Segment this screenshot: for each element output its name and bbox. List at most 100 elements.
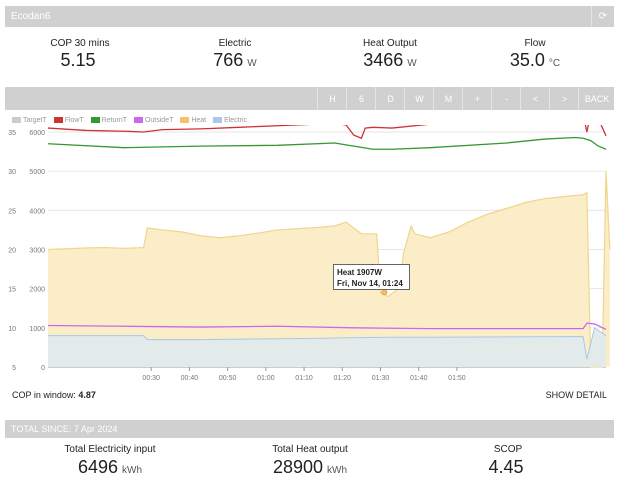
x-tick-label: 01:50: [448, 375, 466, 382]
y-right-tick-label: 10: [8, 326, 16, 333]
y-left-tick-label: 1000: [29, 326, 45, 333]
x-tick-label: 01:00: [257, 375, 275, 382]
series-outsidet-line: [47, 322, 607, 330]
stat-value: 5.15: [60, 50, 96, 70]
legend-label: TargetT: [23, 117, 47, 124]
total-label: Total Heat output: [272, 444, 348, 455]
stat-label: Flow: [524, 38, 546, 49]
y-right-tick-label: 15: [8, 287, 16, 294]
y-right-tick-label: 5: [12, 365, 16, 372]
y-right-tick-label: 25: [8, 208, 16, 215]
tooltip-marker: [381, 289, 388, 296]
cop-window-value: 4.87: [78, 390, 96, 400]
show-detail-button[interactable]: SHOW DETAIL: [545, 390, 607, 400]
total-value: 6496: [77, 457, 119, 477]
stat-unit: W: [247, 58, 257, 69]
total-scop: SCOP 4.45: [408, 444, 608, 478]
legend-item-returnt[interactable]: ReturnT: [90, 117, 127, 124]
nav-week-button[interactable]: W: [404, 87, 434, 110]
stat-label: Electric: [218, 38, 252, 49]
chart-nav-bar: H 6 D W M + - < > BACK: [5, 87, 614, 110]
stat-label: COP 30 mins: [50, 38, 110, 49]
series-electric-area: [48, 327, 606, 367]
legend-swatch: [90, 117, 100, 124]
series-heat-area: [48, 171, 610, 367]
legend-swatch: [53, 117, 63, 124]
chart-tooltip: Heat 1907W Fri, Nov 14, 01:24: [333, 264, 410, 290]
stat-electric: Electric 766 W: [160, 30, 310, 71]
legend-item-heat[interactable]: Heat: [180, 117, 206, 124]
app-title: Ecodan6: [11, 11, 51, 22]
x-tick-label: 01:20: [334, 375, 352, 382]
legend-label: FlowT: [64, 117, 84, 124]
y-left-tick-label: 3000: [29, 248, 45, 255]
legend-label: ReturnT: [101, 117, 127, 124]
stat-heat-output: Heat Output 3466 W: [315, 30, 465, 71]
x-tick-label: 00:30: [142, 375, 160, 382]
y-left-tick-label: 5000: [29, 169, 45, 176]
legend-swatch: [133, 117, 143, 124]
legend-item-flowt[interactable]: FlowT: [53, 117, 84, 124]
app-title-bar: Ecodan6 ⟳: [5, 6, 614, 27]
stat-unit: W: [407, 58, 417, 69]
total-value: 4.45: [488, 457, 524, 477]
series-heat-line: [47, 171, 611, 368]
total-value: 28900: [272, 457, 324, 477]
y-left-tick-label: 0: [41, 365, 45, 372]
series-flowt-line: [47, 125, 607, 140]
totals-bar: TOTAL SINCE: 7 Apr 2024: [5, 420, 614, 438]
stat-label: Heat Output: [363, 38, 417, 49]
legend-item-electric[interactable]: Electric: [213, 117, 247, 124]
stat-value: 35.0: [509, 50, 545, 70]
nav-zoom-in-button[interactable]: +: [462, 87, 492, 110]
x-tick-label: 00:50: [219, 375, 237, 382]
total-label: SCOP: [493, 444, 523, 455]
refresh-button[interactable]: ⟳: [591, 6, 614, 27]
total-unit: kWh: [122, 465, 143, 476]
nav-left-button[interactable]: <: [520, 87, 550, 110]
stat-cop: COP 30 mins 5.15: [5, 30, 155, 71]
nav-6h-button[interactable]: 6: [346, 87, 376, 110]
total-unit: kWh: [327, 465, 348, 476]
y-right-tick-label: 30: [8, 169, 16, 176]
refresh-icon: ⟳: [598, 11, 608, 22]
legend-swatch: [12, 117, 21, 124]
chart-legend: TargetT FlowT ReturnT OutsideT Heat Elec…: [12, 117, 252, 124]
totals-title: TOTAL SINCE: 7 Apr 2024: [11, 424, 118, 434]
nav-hour-button[interactable]: H: [317, 87, 347, 110]
y-left-tick-label: 4000: [29, 208, 45, 215]
legend-swatch: [180, 117, 190, 124]
y-left-tick-label: 2000: [29, 287, 45, 294]
legend-swatch: [213, 117, 223, 124]
nav-zoom-out-button[interactable]: -: [491, 87, 521, 110]
x-tick-label: 01:10: [295, 375, 313, 382]
nav-day-button[interactable]: D: [375, 87, 405, 110]
y-left-tick-label: 6000: [29, 130, 45, 137]
tooltip-line-1: Heat 1907W: [337, 268, 382, 277]
total-heat: Total Heat output 28900 kWh: [210, 444, 410, 478]
x-tick-label: 00:40: [181, 375, 199, 382]
stat-flow: Flow 35.0 °C: [460, 30, 610, 71]
cop-window-label: COP in window:: [12, 390, 76, 400]
legend-item-outsidet[interactable]: OutsideT: [133, 117, 174, 124]
series-returnt-line: [47, 136, 607, 150]
nav-month-button[interactable]: M: [433, 87, 463, 110]
total-electricity: Total Electricity input 6496 kWh: [10, 444, 210, 478]
x-tick-label: 01:30: [372, 375, 390, 382]
stat-unit: °C: [548, 58, 561, 69]
stats-row: COP 30 mins 5.15 Electric 766 W Heat Outp…: [5, 30, 614, 76]
history-chart[interactable]: 6000 5000 4000 3000 2000 1000 0 35 30 25 20 15 10 5 00…: [0, 125, 619, 385]
nav-right-button[interactable]: >: [549, 87, 579, 110]
legend-label: OutsideT: [144, 117, 174, 124]
cop-window: COP in window: 4.87: [12, 390, 96, 400]
nav-back-button[interactable]: BACK: [578, 87, 615, 110]
legend-label: Electric: [224, 117, 248, 124]
y-right-tick-label: 20: [8, 248, 16, 255]
stat-value: 3466: [363, 50, 404, 70]
y-right-tick-label: 35: [8, 130, 16, 137]
stat-value: 766: [213, 50, 244, 70]
legend-label: Heat: [191, 117, 207, 124]
tooltip-line-2: Fri, Nov 14, 01:24: [337, 279, 403, 288]
legend-item-targett[interactable]: TargetT: [12, 117, 47, 124]
total-label: Total Electricity input: [64, 444, 156, 455]
